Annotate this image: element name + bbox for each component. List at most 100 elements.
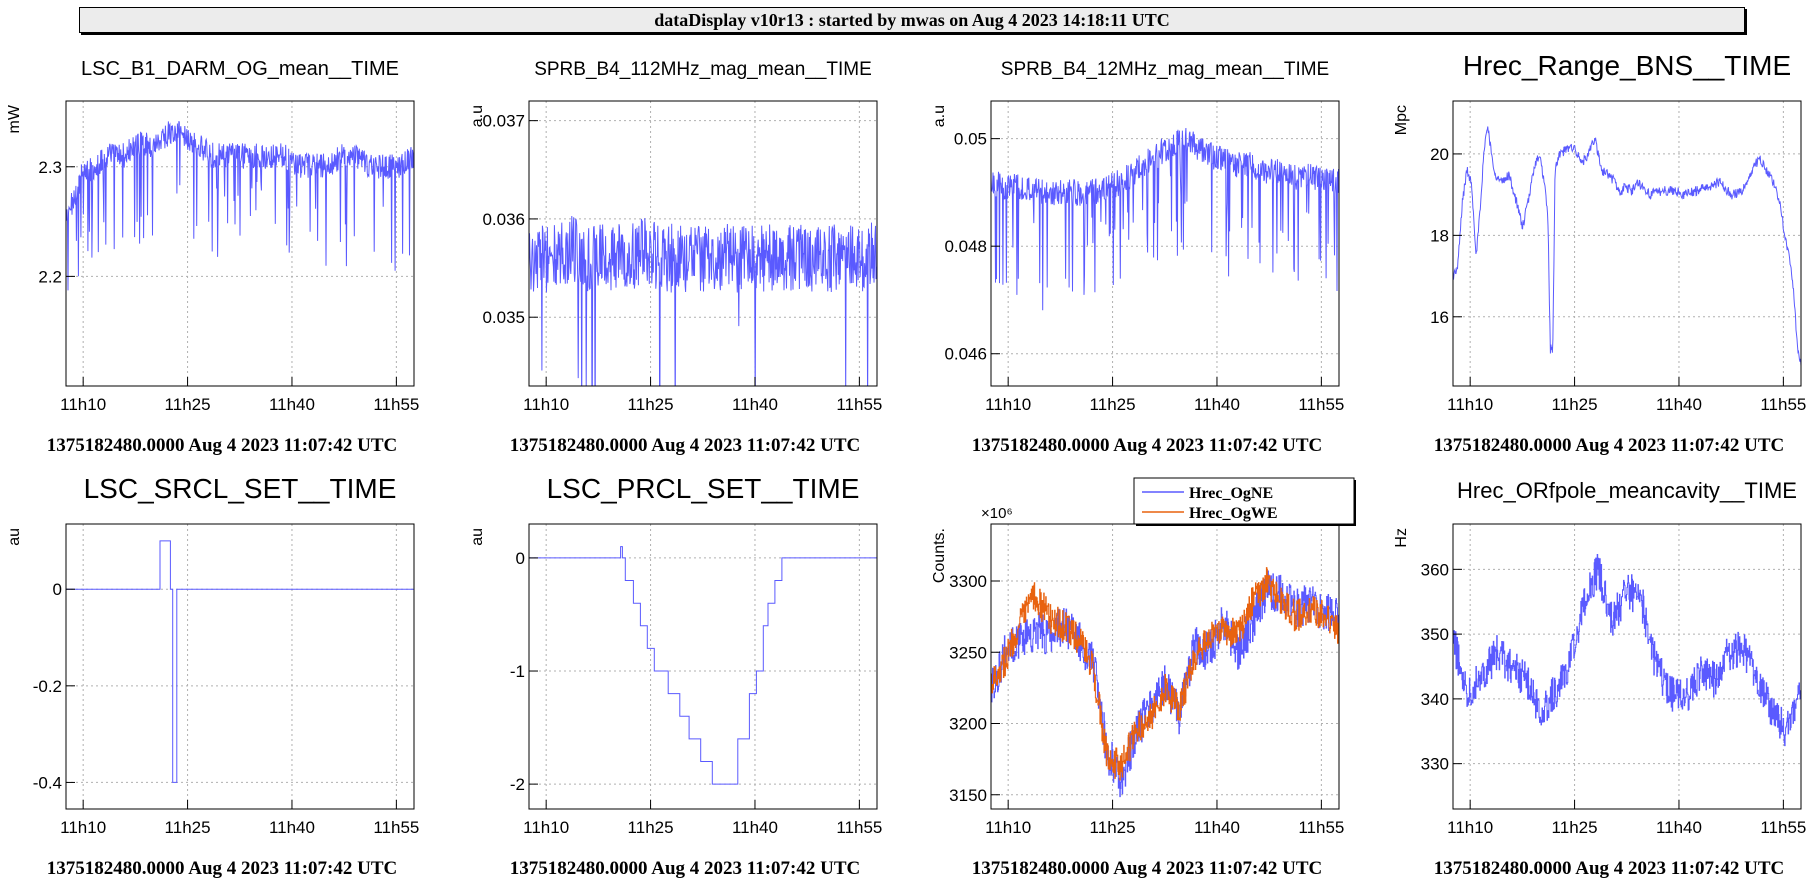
- chart-footer: 1375182480.0000 Aug 4 2023 11:07:42 UTC: [972, 858, 1322, 878]
- y-tick-label: -0.4: [33, 773, 62, 792]
- series-line: [1453, 126, 1801, 366]
- x-tick-label: 11h40: [1194, 395, 1240, 414]
- y-tick-label: 0.036: [482, 210, 525, 229]
- chart-panel-5: 11h10 11h25 11h40 11h55 -0.4 -0.2 0 LSC_SRCL_SE…: [6, 473, 419, 878]
- y-axis-label: a.u: [469, 105, 486, 127]
- y-tick-label: 340: [1421, 690, 1449, 709]
- x-tick-label: 11h25: [1090, 818, 1136, 837]
- y-tick-label: -2: [510, 775, 525, 794]
- x-tick-label: 11h10: [985, 818, 1031, 837]
- y-axis-exponent: ×10⁶: [981, 505, 1013, 522]
- x-tick-label: 11h40: [269, 395, 315, 414]
- chart-title: SPRB_B4_112MHz_mag_mean__TIME: [534, 59, 872, 80]
- y-tick-label: 2.3: [38, 158, 62, 177]
- legend-box: [1133, 477, 1355, 525]
- x-tick-label: 11h10: [1447, 818, 1493, 837]
- chart-title: SPRB_B4_12MHz_mag_mean__TIME: [1001, 59, 1329, 80]
- series-line: [529, 546, 877, 785]
- y-tick-label: 0: [53, 580, 62, 599]
- y-tick-label: 360: [1421, 560, 1449, 579]
- chart-title: Hrec_Range_BNS__TIME: [1463, 50, 1791, 81]
- y-tick-label: 3250: [949, 643, 987, 662]
- x-tick-label: 11h55: [836, 818, 882, 837]
- y-tick-label: 0.046: [944, 345, 987, 364]
- y-tick-label: 3150: [949, 786, 987, 805]
- x-tick-label: 11h55: [1298, 395, 1344, 414]
- chart-title: LSC_B1_DARM_OG_mean__TIME: [81, 58, 399, 80]
- x-tick-label: 11h55: [1298, 818, 1344, 837]
- chart-panel-7: 11h10 11h25 11h40 11h55 3150 3200 3250 3300Coun…: [931, 477, 1356, 878]
- x-tick-label: 11h25: [165, 818, 211, 837]
- chart-footer: 1375182480.0000 Aug 4 2023 11:07:42 UTC: [47, 435, 397, 456]
- y-tick-label: -0.2: [33, 677, 62, 696]
- y-tick-label: 16: [1430, 308, 1449, 327]
- series-line: [991, 127, 1339, 311]
- x-tick-label: 11h10: [523, 395, 569, 414]
- x-tick-label: 11h40: [732, 818, 778, 837]
- plot-frame: [528, 523, 878, 810]
- x-tick-label: 11h40: [269, 818, 315, 837]
- y-tick-label: 350: [1421, 625, 1449, 644]
- x-tick-label: 11h25: [1552, 818, 1598, 837]
- chart-title: LSC_PRCL_SET__TIME: [547, 473, 860, 504]
- x-tick-label: 11h10: [60, 818, 106, 837]
- legend-entry: Hrec_OgWE: [1189, 505, 1278, 522]
- chart-footer: 1375182480.0000 Aug 4 2023 11:07:42 UTC: [972, 435, 1322, 456]
- chart-panel-3: 11h10 11h25 11h40 11h55 0.046 0.048 0.05 SPRB_B…: [931, 59, 1344, 456]
- plot-frame: [1452, 523, 1802, 810]
- y-tick-label: 0.037: [482, 112, 525, 131]
- x-tick-label: 11h25: [1090, 395, 1136, 414]
- x-tick-label: 11h25: [628, 395, 674, 414]
- x-tick-label: 11h10: [523, 818, 569, 837]
- chart-panel-4: 11h10 11h25 11h40 11h55 16 18 20 Hrec_Range_BNS…: [1393, 50, 1806, 456]
- x-tick-label: 11h55: [1760, 818, 1806, 837]
- x-tick-label: 11h55: [373, 818, 419, 837]
- y-tick-label: 20: [1430, 145, 1449, 164]
- y-tick-label: 3300: [949, 572, 987, 591]
- chart-footer: 1375182480.0000 Aug 4 2023 11:07:42 UTC: [47, 858, 397, 878]
- y-tick-label: 0.048: [944, 237, 987, 256]
- x-tick-label: 11h25: [628, 818, 674, 837]
- y-tick-label: 0.05: [954, 130, 987, 149]
- chart-footer: 1375182480.0000 Aug 4 2023 11:07:42 UTC: [510, 435, 860, 456]
- series-line: [66, 121, 414, 291]
- y-tick-label: 0.035: [482, 308, 525, 327]
- chart-panel-2: 11h10 11h25 11h40 11h55 0.035 0.036 0.037 SPRB_…: [469, 59, 882, 456]
- chart-panel-8: 11h10 11h25 11h40 11h55 330 340 350 360 Hrec_ORf…: [1393, 478, 1806, 878]
- y-tick-label: 0: [516, 549, 525, 568]
- plot-frame: [65, 100, 415, 387]
- series-line: [66, 540, 414, 783]
- x-tick-label: 11h10: [985, 395, 1031, 414]
- plot-frame: [1452, 100, 1802, 387]
- legend-entry: Hrec_OgNE: [1189, 485, 1273, 502]
- chart-footer: 1375182480.0000 Aug 4 2023 11:07:42 UTC: [1434, 435, 1784, 456]
- y-axis-label: au: [6, 528, 23, 546]
- y-axis-label: mW: [6, 104, 23, 133]
- chart-footer: 1375182480.0000 Aug 4 2023 11:07:42 UTC: [510, 858, 860, 878]
- series-line: [529, 215, 877, 386]
- y-tick-label: 330: [1421, 755, 1449, 774]
- y-tick-label: -1: [510, 662, 525, 681]
- y-axis-label: a.u: [931, 105, 948, 127]
- y-axis-label: Counts.: [931, 528, 948, 583]
- x-tick-label: 11h10: [1447, 395, 1493, 414]
- chart-footer: 1375182480.0000 Aug 4 2023 11:07:42 UTC: [1434, 858, 1784, 878]
- series-line-Hrec_OgWE: [991, 567, 1339, 781]
- chart-panel-1: 11h10 11h25 11h40 11h55 2.2 2.3 LSC_B1_DARM_OG…: [6, 58, 419, 456]
- y-axis-label: Mpc: [1393, 105, 1410, 135]
- x-tick-label: 11h40: [1656, 818, 1702, 837]
- x-tick-label: 11h25: [165, 395, 211, 414]
- x-tick-label: 11h40: [1656, 395, 1702, 414]
- plot-frame: [528, 100, 878, 387]
- y-tick-label: 3200: [949, 715, 987, 734]
- x-tick-label: 11h25: [1552, 395, 1598, 414]
- series-line: [1453, 554, 1801, 747]
- y-tick-label: 18: [1430, 226, 1449, 245]
- y-axis-label: Hz: [1393, 528, 1410, 548]
- y-axis-label: au: [469, 528, 486, 546]
- y-tick-label: 2.2: [38, 267, 62, 286]
- plot-frame: [65, 523, 415, 810]
- x-tick-label: 11h55: [373, 395, 419, 414]
- chart-panel-6: 11h10 11h25 11h40 11h55 -2 -1 0 LSC_PRCL_SET__T…: [469, 473, 882, 878]
